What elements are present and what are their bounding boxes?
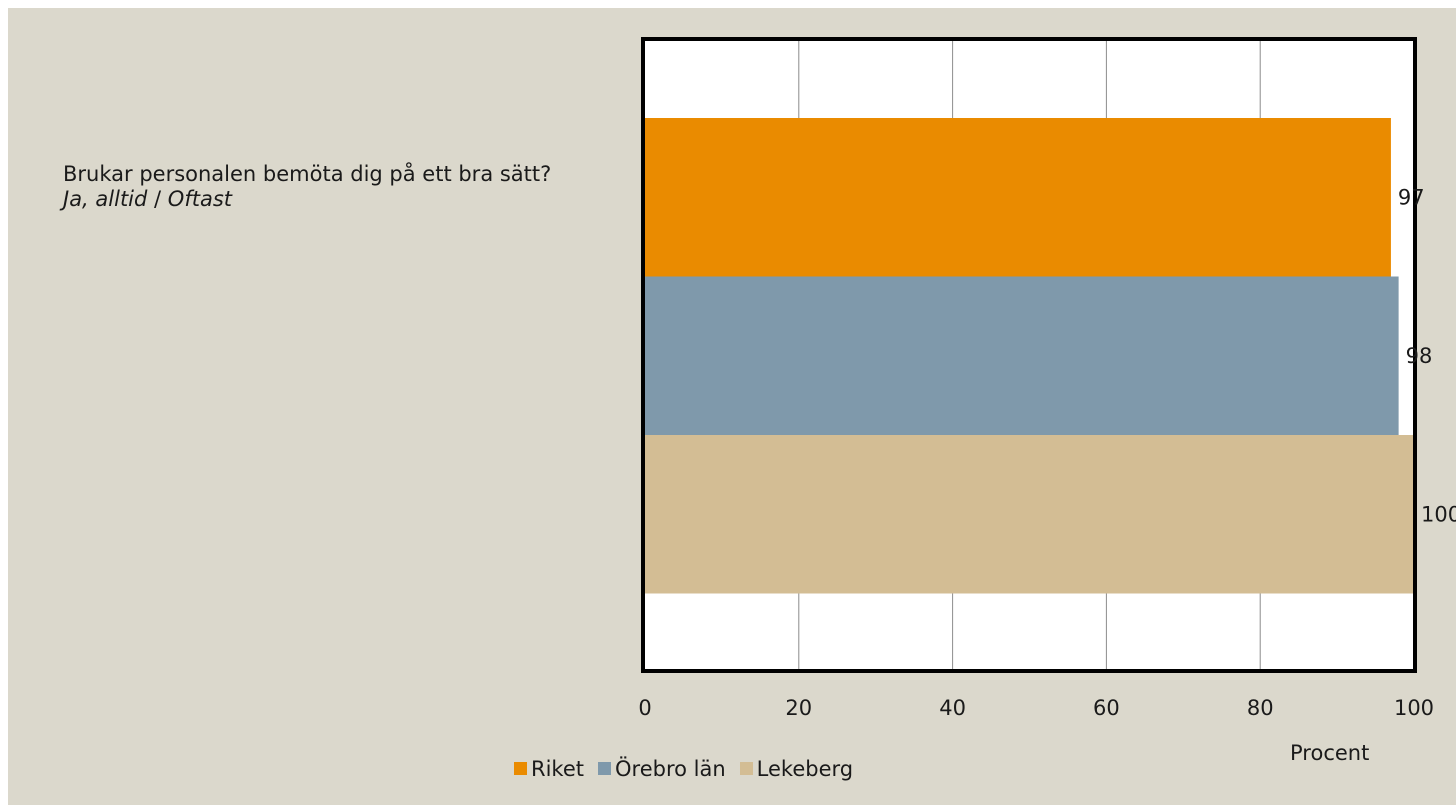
legend-swatch (739, 762, 753, 775)
bar-örebro-län (645, 276, 1399, 435)
legend-item: Riket (514, 757, 584, 781)
plot-border (641, 37, 1417, 673)
bars (645, 118, 1414, 594)
answer-categories: Ja, alltid / Oftast (63, 187, 583, 212)
value-label: 100 (1421, 502, 1456, 526)
legend-item: Lekeberg (739, 757, 854, 781)
x-tick-label: 100 (1394, 696, 1434, 720)
answer-separator: / (147, 187, 168, 211)
x-tick-labels: 0 20 40 60 80 100 (638, 696, 1434, 720)
x-axis-title: Procent (1290, 741, 1369, 765)
x-tick-label: 0 (638, 696, 651, 720)
legend-item: Örebro län (598, 757, 726, 781)
answer-option-b: Oftast (167, 187, 232, 211)
question-block: Brukar personalen bemöta dig på ett bra … (63, 162, 583, 212)
legend-label: Riket (531, 757, 584, 781)
x-tick-label: 60 (1093, 696, 1120, 720)
legend-label: Lekeberg (756, 757, 854, 781)
legend-label: Örebro län (615, 757, 726, 781)
x-tick-label: 20 (785, 696, 812, 720)
legend-swatch (598, 762, 611, 775)
bar-riket (645, 118, 1391, 277)
value-label: 97 (1398, 185, 1425, 209)
x-tick-label: 40 (939, 696, 966, 720)
value-label: 98 (1406, 344, 1433, 368)
question-text: Brukar personalen bemöta dig på ett bra … (63, 162, 552, 186)
bar-lekeberg (645, 435, 1414, 594)
answer-option-a: Ja, alltid (63, 187, 148, 211)
value-labels: 97 98 100 (1398, 185, 1456, 526)
x-tick-label: 80 (1247, 696, 1274, 720)
legend-swatch (514, 762, 527, 775)
legend: Riket Örebro län Lekeberg (514, 757, 867, 781)
